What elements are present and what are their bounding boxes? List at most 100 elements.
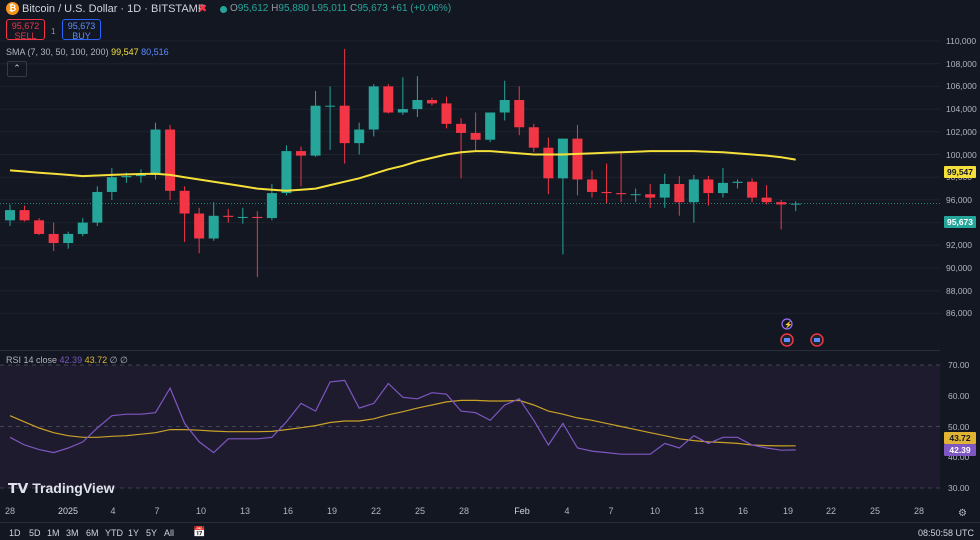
candle-body: [106, 177, 117, 192]
candle-body: [34, 220, 45, 234]
lightning-icon: ⚡: [784, 320, 793, 329]
timeframe-button[interactable]: 1D: [9, 528, 21, 538]
rsi-legend[interactable]: RSI 14 close 42.39 43.72 ∅ ∅: [6, 355, 128, 366]
timeframe-button[interactable]: 5Y: [146, 528, 158, 538]
time-axis-label: 2025: [57, 506, 79, 516]
candle-body: [703, 179, 714, 194]
candle-body: [397, 109, 408, 113]
time-axis-label: 25: [414, 506, 426, 516]
flag-icon: [784, 338, 790, 342]
bitcoin-icon: ₿: [6, 2, 19, 15]
candle-body: [19, 210, 30, 221]
candle-body: [92, 191, 103, 223]
time-axis-label: 4: [110, 506, 116, 516]
bottom-toolbar: 1D 5D 1M 3M 6M YTD 1Y 5Y All 📅 08:50:58 UTC: [0, 522, 980, 540]
candle-body: [281, 151, 292, 194]
candle-body: [790, 203, 801, 205]
calendar-icon[interactable]: 📅: [193, 527, 206, 538]
rsi-band: [0, 365, 940, 488]
timeframe-button[interactable]: 1Y: [128, 528, 140, 538]
lightning-event-icon: [781, 318, 793, 330]
time-axis-label: 19: [782, 506, 794, 516]
time-axis-label: 7: [154, 506, 160, 516]
candle-body: [63, 233, 74, 244]
rsi-value-1: 42.39: [59, 355, 83, 365]
candle-body: [310, 105, 321, 156]
candle-body: [456, 123, 467, 133]
sma-legend[interactable]: SMA (7, 30, 50, 100, 200) 99,547 80,516: [6, 47, 169, 57]
candle-body: [717, 182, 728, 194]
candle-body: [499, 100, 510, 113]
candle-body: [747, 181, 758, 198]
timeframe-button[interactable]: 6M: [86, 528, 99, 538]
timeframe-button[interactable]: 1M: [47, 528, 60, 538]
timeframe-button[interactable]: All: [164, 528, 175, 538]
price-axis-label: 102,000: [946, 126, 977, 137]
candle-body: [601, 191, 612, 194]
collapse-legend-button[interactable]: ⌃: [7, 61, 27, 77]
candle-body: [674, 184, 685, 203]
alert-x-icon[interactable]: ✖: [198, 3, 208, 15]
candle-body: [77, 222, 88, 234]
time-axis-label: 4: [564, 506, 570, 516]
close-value: 95,673: [357, 3, 388, 14]
high-value: 95,880: [278, 3, 309, 14]
rsi-axis[interactable]: 70.00 60.00 50.00 40.00 30.00: [940, 350, 980, 505]
price-axis-label: 90,000: [946, 263, 972, 273]
buy-button[interactable]: 95,673 BUY: [62, 19, 101, 41]
time-axis-label: 10: [195, 506, 207, 516]
candle-body: [732, 181, 743, 183]
symbol-title[interactable]: Bitcoin / U.S. Dollar · 1D · BITSTAMP: [22, 3, 206, 15]
candle-body: [426, 100, 437, 104]
chevron-up-icon: ⌃: [13, 63, 21, 73]
candle-body: [150, 129, 161, 175]
price-axis-label: 86,000: [946, 308, 972, 319]
candle-body: [514, 100, 525, 128]
candle-body: [761, 197, 772, 203]
candle-body: [630, 194, 641, 196]
logo-text: TradingView: [32, 480, 115, 496]
tradingview-logo-icon: 𝗧𝗩: [8, 480, 29, 496]
open-value: 95,612: [237, 3, 269, 14]
candle-body: [5, 210, 15, 221]
candle-body: [485, 112, 496, 140]
candle-body: [325, 105, 336, 107]
rsi-chart[interactable]: [0, 350, 940, 505]
price-axis-label: 110,000: [946, 36, 977, 46]
timeframe-button[interactable]: YTD: [105, 528, 123, 538]
rsi-ma-tag: 43.72: [944, 432, 976, 444]
candle-body: [528, 127, 539, 148]
sma-value-2: 80,516: [141, 47, 169, 57]
candle-body: [659, 184, 670, 198]
settings-icon[interactable]: ⚙: [958, 508, 967, 519]
candle-body: [441, 103, 452, 124]
candle-body: [121, 176, 132, 178]
sell-label: SELL: [14, 31, 37, 41]
time-axis[interactable]: 28 2025 4 7 10 13 16 19 22 25 28 Feb 4 7 10 13 16 19 22 25 2…: [0, 506, 980, 520]
candle-body: [179, 190, 190, 214]
clock[interactable]: 08:50:58 UTC: [918, 528, 975, 538]
candle-body: [252, 216, 263, 219]
rsi-ma-line: [9, 399, 796, 447]
price-axis-label: 106,000: [946, 81, 977, 92]
time-axis-label: Feb: [514, 506, 530, 516]
candle-body: [208, 215, 219, 239]
candle-body: [383, 86, 394, 113]
time-axis-label: 28: [913, 506, 925, 516]
candle-body: [48, 233, 59, 244]
price-axis-label: 88,000: [946, 285, 972, 296]
rsi-line: [9, 379, 796, 455]
rsi-axis-label: 50.00: [948, 421, 970, 432]
sell-button[interactable]: 95,672 SELL: [6, 19, 45, 41]
candle-body: [412, 100, 423, 110]
timeframe-button[interactable]: 3M: [66, 528, 79, 538]
timeframe-button[interactable]: 5D: [29, 528, 41, 538]
time-axis-label: 28: [458, 506, 470, 516]
rsi-axis-label: 70.00: [948, 360, 970, 370]
sma-price-tag: 99,547: [944, 166, 976, 178]
market-status-icon: [220, 6, 227, 13]
time-axis-label: 13: [239, 506, 251, 516]
low-value: 95,011: [317, 3, 348, 14]
price-chart[interactable]: ⚡: [0, 0, 940, 350]
